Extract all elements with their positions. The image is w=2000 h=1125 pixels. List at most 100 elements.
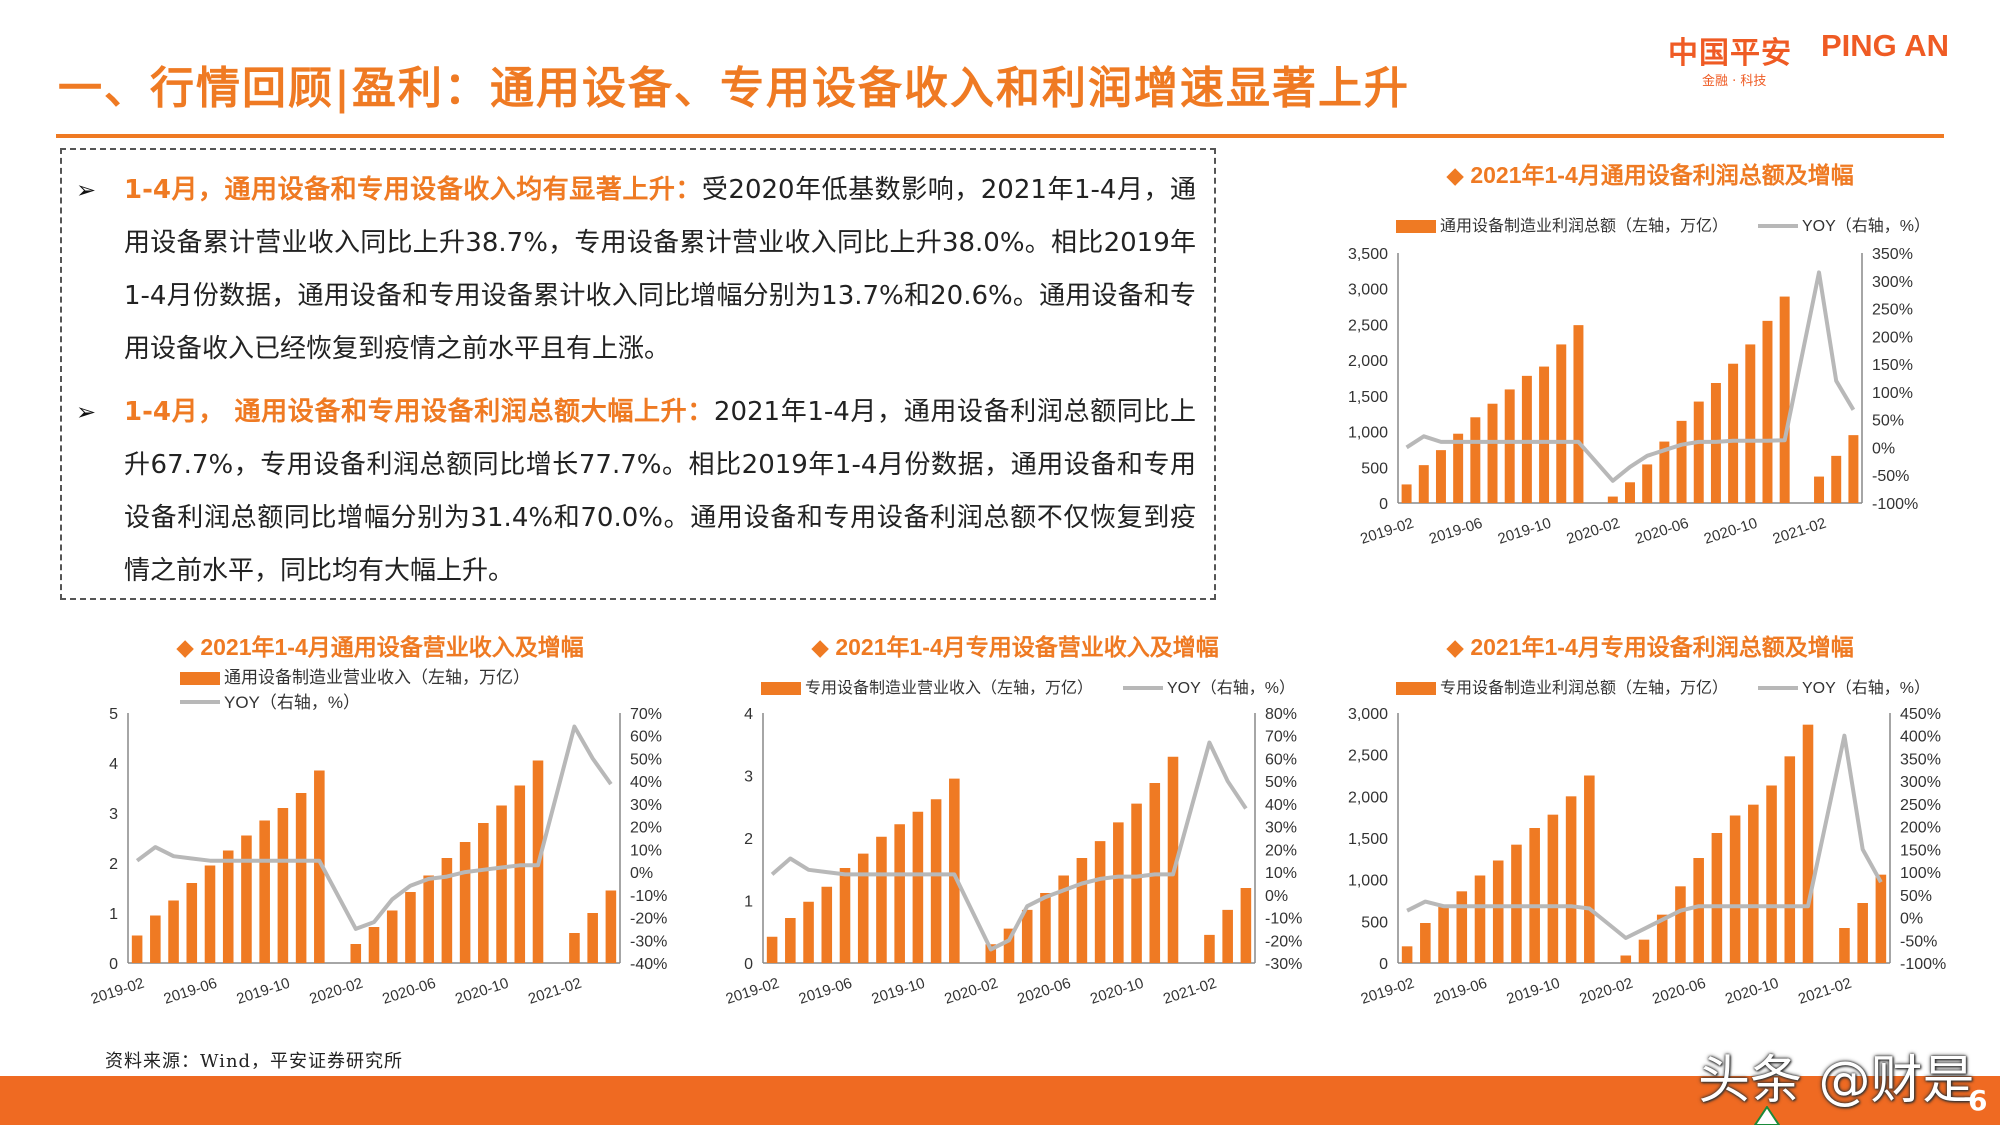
bar: [1711, 833, 1723, 963]
left-tick-label: 2,500: [1348, 748, 1388, 765]
bar: [1607, 496, 1618, 503]
right-tick-label: 60%: [630, 729, 662, 746]
chart-title: ◆ 2021年1-4月专用设备营业收入及增幅: [811, 634, 1219, 660]
yoy-line: [770, 740, 1248, 952]
bar: [441, 858, 453, 963]
x-tick-label: 2020-02: [1577, 975, 1635, 1008]
footer-bar: [0, 1076, 2000, 1125]
title-divider: [56, 134, 1944, 138]
right-tick-label: 0%: [1900, 911, 1923, 928]
bar: [1779, 296, 1790, 503]
x-tick-label: 2019-06: [1432, 975, 1490, 1008]
x-tick-label: 2021-02: [1771, 515, 1829, 548]
bar: [1470, 417, 1481, 503]
right-tick-label: 300%: [1872, 274, 1913, 291]
bar: [478, 823, 489, 963]
bar: [241, 835, 252, 963]
chart-general-equipment-revenue: ◆ 2021年1-4月通用设备营业收入及增幅通用设备制造业营业收入（左轴，万亿）…: [89, 634, 668, 1008]
right-tick-label: 40%: [1265, 797, 1297, 814]
left-tick-label: 3,000: [1348, 282, 1388, 299]
left-tick-label: 0: [109, 956, 118, 973]
left-tick-label: 3: [744, 769, 753, 786]
right-tick-label: 80%: [1265, 706, 1297, 723]
x-tick-label: 2020-06: [380, 975, 438, 1008]
x-tick-label: 2019-02: [1358, 515, 1416, 548]
chart-general-equipment-profit: ◆ 2021年1-4月通用设备利润总额及增幅通用设备制造业利润总额（左轴，万亿）…: [1348, 162, 1930, 548]
right-tick-label: -30%: [1265, 956, 1302, 973]
x-tick-label: 2019-10: [870, 975, 928, 1008]
bar: [1693, 858, 1704, 963]
bar: [496, 805, 507, 963]
footer-triangle-icon: [1754, 1106, 1780, 1125]
bullet-body: 1-4月，通用设备和专用设备收入均有显著上升：受2020年低基数影响，2021年…: [124, 164, 1196, 376]
bar: [587, 913, 598, 963]
yoy-line: [1405, 270, 1856, 483]
bar: [1659, 441, 1670, 503]
left-tick-label: 3: [109, 806, 118, 823]
bar: [605, 890, 617, 963]
bar: [1584, 775, 1595, 963]
x-tick-label: 2020-10: [1088, 975, 1146, 1008]
right-tick-label: -40%: [630, 956, 667, 973]
bar: [1058, 875, 1069, 963]
bar: [1875, 874, 1887, 963]
bar: [857, 853, 869, 963]
right-tick-label: 60%: [1265, 751, 1297, 768]
bar: [1625, 482, 1635, 503]
bar: [1240, 888, 1252, 963]
right-tick-label: 250%: [1900, 797, 1941, 814]
left-tick-label: 500: [1361, 460, 1388, 477]
bar: [1547, 814, 1559, 963]
legend-bar-swatch: [761, 682, 801, 695]
right-tick-label: 50%: [1265, 774, 1297, 791]
bar: [1094, 841, 1106, 963]
bar: [1492, 860, 1504, 963]
right-tick-label: -50%: [1872, 468, 1909, 485]
bullet-text: 受2020年低基数影响，2021年1-4月，通用设备累计营业收入同比上升38.7…: [124, 175, 1196, 364]
x-tick-label: 2019-02: [1359, 975, 1417, 1008]
yoy-line: [1406, 733, 1883, 940]
right-tick-label: 10%: [1265, 865, 1297, 882]
bar: [1167, 756, 1179, 963]
right-tick-label: -20%: [630, 911, 667, 928]
bullet-highlight: 1-4月， 通用设备和专用设备利润总额大幅上升：: [124, 397, 714, 427]
right-tick-label: 350%: [1872, 246, 1913, 263]
x-tick-label: 2020-02: [942, 975, 1000, 1008]
chart-title: ◆ 2021年1-4月专用设备利润总额及增幅: [1446, 634, 1854, 660]
logo-chinese-text: 中国平安: [1668, 36, 1792, 71]
right-tick-label: 100%: [1900, 865, 1941, 882]
bar: [930, 799, 942, 963]
bar: [368, 927, 380, 963]
right-tick-label: 30%: [1265, 820, 1297, 837]
right-tick-label: 70%: [630, 706, 662, 723]
right-tick-label: 50%: [630, 751, 662, 768]
left-tick-label: 0: [744, 956, 753, 973]
bullet-arrow-icon: ➢: [76, 176, 97, 204]
bar: [839, 868, 851, 963]
bar: [1401, 946, 1413, 963]
right-tick-label: 20%: [1265, 842, 1297, 859]
page-number: 6: [1968, 1084, 1988, 1117]
left-tick-label: 2,000: [1348, 353, 1388, 370]
bar: [423, 875, 434, 963]
legend-bar-label: 通用设备制造业营业收入（左轴，万亿）: [224, 668, 530, 687]
legend-bar-label: 通用设备制造业利润总额（左轴，万亿）: [1440, 217, 1728, 235]
bar: [1222, 909, 1233, 963]
bar: [168, 900, 179, 963]
right-tick-label: 150%: [1900, 842, 1941, 859]
bar: [1839, 928, 1850, 963]
bar: [386, 910, 398, 963]
x-tick-label: 2020-02: [1564, 515, 1622, 548]
x-tick-label: 2019-02: [724, 975, 782, 1008]
left-tick-label: 3,500: [1348, 246, 1388, 263]
bar: [785, 918, 796, 963]
bar: [1204, 934, 1215, 963]
bar: [821, 886, 833, 963]
x-tick-label: 2019-10: [235, 975, 293, 1008]
bar: [1814, 476, 1825, 503]
chart-special-equipment-revenue: ◆ 2021年1-4月专用设备营业收入及增幅专用设备制造业营业收入（左轴，万亿）…: [724, 634, 1303, 1008]
bar: [204, 865, 216, 963]
x-tick-label: 2020-06: [1015, 975, 1073, 1008]
bar: [1021, 909, 1033, 963]
right-tick-label: 0%: [1872, 440, 1895, 457]
